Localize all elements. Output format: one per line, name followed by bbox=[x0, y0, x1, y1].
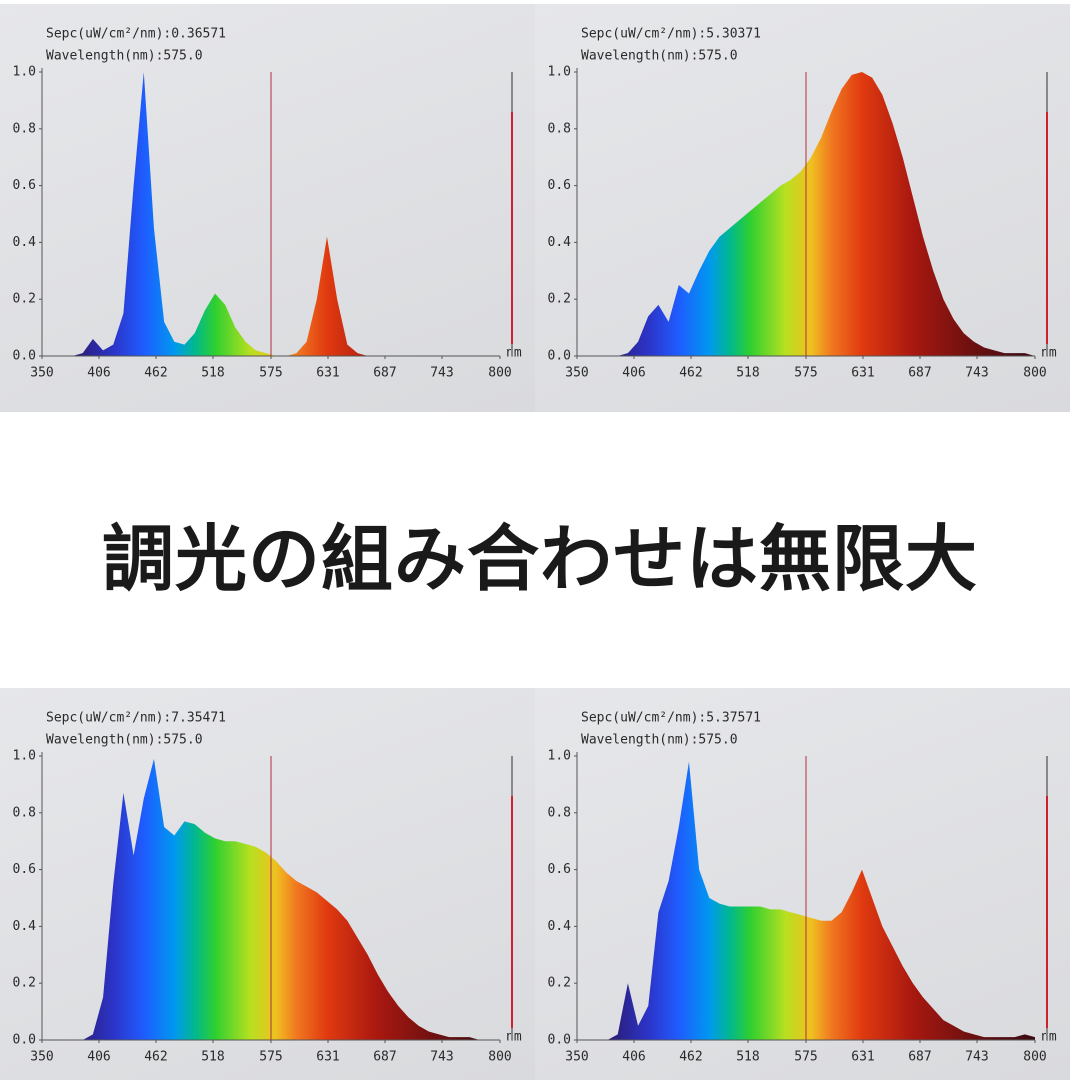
info-text: Wavelength(nm):575.0 bbox=[46, 733, 203, 748]
y-tick-label: 1.0 bbox=[548, 65, 571, 80]
x-tick-label: 575 bbox=[794, 1050, 817, 1065]
spectrum-area bbox=[72, 72, 501, 356]
x-tick-label: 687 bbox=[908, 1050, 931, 1065]
x-tick-label: 575 bbox=[259, 1050, 282, 1065]
x-tick-label: 350 bbox=[30, 1050, 53, 1065]
y-tick-label: 0.4 bbox=[13, 235, 37, 250]
x-tick-label: 406 bbox=[622, 1050, 645, 1065]
info-text: Wavelength(nm):575.0 bbox=[581, 733, 738, 748]
y-tick-label: 0.0 bbox=[13, 349, 36, 364]
headline: 調光の組み合わせは無限大 bbox=[101, 517, 978, 601]
y-tick-label: 0.4 bbox=[13, 919, 37, 934]
chart: Sepc(uW/cm²/nm):7.35471 Wavelength(nm):57… bbox=[13, 711, 522, 1065]
x-tick-label: 743 bbox=[965, 1050, 988, 1065]
x-tick-label: 800 bbox=[1023, 1050, 1046, 1065]
x-tick-label: 462 bbox=[144, 366, 167, 381]
y-tick-label: 0.2 bbox=[13, 292, 36, 307]
x-tick-label: 518 bbox=[201, 1050, 224, 1065]
info-text: Sepc(uW/cm²/nm):5.30371 bbox=[581, 27, 761, 42]
y-tick-label: 0.6 bbox=[548, 862, 571, 877]
x-tick-label: 743 bbox=[965, 366, 988, 381]
y-tick-label: 0.8 bbox=[13, 121, 36, 136]
spectrum-panel: Sepc(uW/cm²/nm):7.35471 Wavelength(nm):57… bbox=[0, 688, 535, 1080]
x-tick-label: 687 bbox=[373, 366, 396, 381]
x-tick-label: 575 bbox=[794, 366, 817, 381]
x-tick-label: 462 bbox=[679, 366, 702, 381]
x-tick-label: 462 bbox=[679, 1050, 702, 1065]
x-tick-label: 631 bbox=[316, 366, 339, 381]
x-tick-label: 350 bbox=[565, 1050, 588, 1065]
x-tick-label: 518 bbox=[736, 366, 759, 381]
info-text: Sepc(uW/cm²/nm):7.35471 bbox=[46, 711, 226, 726]
spectrum-area bbox=[72, 758, 501, 1040]
x-tick-label: 800 bbox=[488, 1050, 511, 1065]
info-text: Wavelength(nm):575.0 bbox=[46, 49, 203, 64]
spectrum-panel: Sepc(uW/cm²/nm):5.30371 Wavelength(nm):57… bbox=[535, 4, 1070, 412]
x-tick-label: 575 bbox=[259, 366, 282, 381]
y-tick-label: 0.0 bbox=[548, 1033, 571, 1048]
y-tick-label: 0.4 bbox=[548, 919, 572, 934]
x-unit: nm bbox=[1041, 346, 1057, 361]
x-tick-label: 350 bbox=[565, 366, 588, 381]
y-tick-label: 1.0 bbox=[13, 749, 36, 764]
y-tick-label: 0.8 bbox=[548, 121, 571, 136]
x-tick-label: 406 bbox=[87, 366, 110, 381]
x-tick-label: 743 bbox=[430, 366, 453, 381]
x-unit: nm bbox=[1041, 1030, 1057, 1045]
y-tick-label: 0.2 bbox=[13, 976, 36, 991]
x-tick-label: 350 bbox=[30, 366, 53, 381]
chart: Sepc(uW/cm²/nm):5.37571 Wavelength(nm):57… bbox=[548, 711, 1057, 1065]
chart: Sepc(uW/cm²/nm):5.30371 Wavelength(nm):57… bbox=[548, 27, 1057, 381]
x-tick-label: 631 bbox=[851, 366, 874, 381]
y-tick-label: 0.4 bbox=[548, 235, 572, 250]
y-tick-label: 0.0 bbox=[548, 349, 571, 364]
y-tick-label: 0.8 bbox=[548, 805, 571, 820]
x-tick-label: 687 bbox=[908, 366, 931, 381]
y-tick-label: 0.2 bbox=[548, 292, 571, 307]
x-tick-label: 800 bbox=[1023, 366, 1046, 381]
spectrum-panel: Sepc(uW/cm²/nm):5.37571 Wavelength(nm):57… bbox=[535, 688, 1070, 1080]
y-tick-label: 0.2 bbox=[548, 976, 571, 991]
y-tick-label: 0.8 bbox=[13, 805, 36, 820]
x-tick-label: 518 bbox=[201, 366, 224, 381]
info-text: Sepc(uW/cm²/nm):0.36571 bbox=[46, 27, 226, 42]
x-tick-label: 800 bbox=[488, 366, 511, 381]
spectrum-area bbox=[607, 72, 1035, 356]
x-unit: nm bbox=[506, 1030, 522, 1045]
y-tick-label: 1.0 bbox=[548, 749, 571, 764]
y-tick-label: 0.0 bbox=[13, 1033, 36, 1048]
spectrum-area bbox=[607, 761, 1035, 1040]
x-tick-label: 518 bbox=[736, 1050, 759, 1065]
y-tick-label: 0.6 bbox=[548, 178, 571, 193]
x-tick-label: 462 bbox=[144, 1050, 167, 1065]
x-tick-label: 406 bbox=[622, 366, 645, 381]
x-tick-label: 631 bbox=[851, 1050, 874, 1065]
y-tick-label: 1.0 bbox=[13, 65, 36, 80]
info-text: Wavelength(nm):575.0 bbox=[581, 49, 738, 64]
info-text: Sepc(uW/cm²/nm):5.37571 bbox=[581, 711, 761, 726]
x-tick-label: 631 bbox=[316, 1050, 339, 1065]
y-tick-label: 0.6 bbox=[13, 862, 36, 877]
x-unit: nm bbox=[506, 346, 522, 361]
x-tick-label: 687 bbox=[373, 1050, 396, 1065]
x-tick-label: 743 bbox=[430, 1050, 453, 1065]
y-tick-label: 0.6 bbox=[13, 178, 36, 193]
spectrum-panel: Sepc(uW/cm²/nm):0.36571 Wavelength(nm):57… bbox=[0, 4, 535, 412]
x-tick-label: 406 bbox=[87, 1050, 110, 1065]
chart: Sepc(uW/cm²/nm):0.36571 Wavelength(nm):57… bbox=[13, 27, 522, 381]
